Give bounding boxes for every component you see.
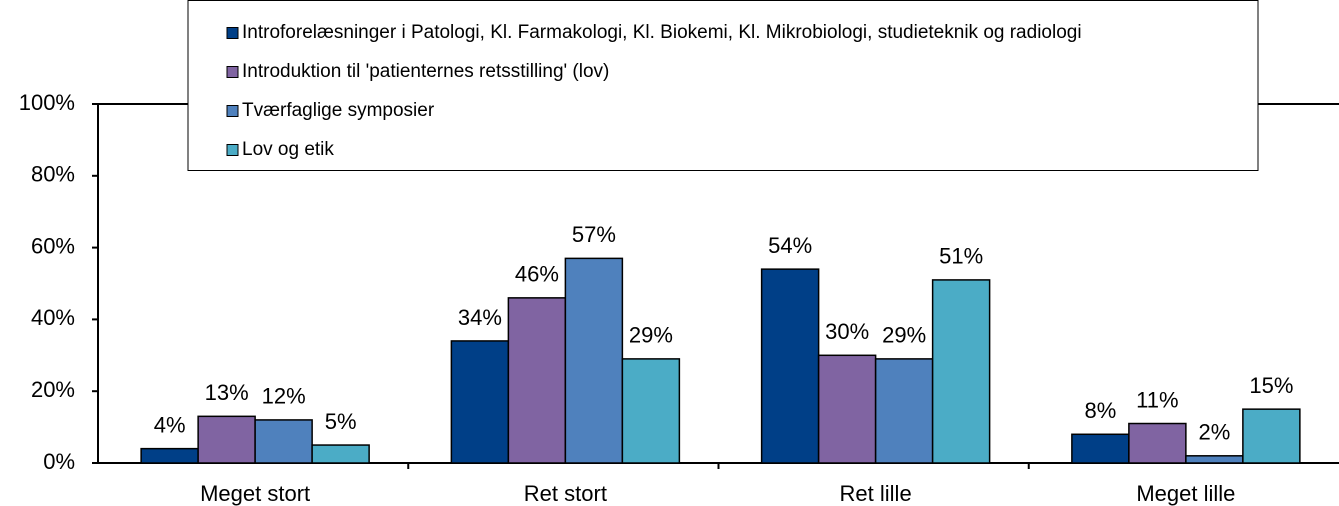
legend-label: Tværfaglige symposier <box>242 100 435 121</box>
y-tick-label: 80% <box>31 162 75 187</box>
y-tick-label: 40% <box>31 305 75 330</box>
y-tick-label: 20% <box>31 377 75 402</box>
value-label: 15% <box>1249 373 1293 398</box>
value-label: 54% <box>768 233 812 258</box>
legend-label: Introforelæsninger i Patologi, Kl. Farma… <box>242 22 1082 43</box>
x-tick-label: Ret stort <box>524 481 607 506</box>
value-label: 12% <box>262 384 306 409</box>
value-label: 57% <box>572 222 616 247</box>
value-label: 13% <box>205 380 249 405</box>
y-tick-label: 60% <box>31 233 75 258</box>
legend-label: Introduktion til 'patienternes retsstill… <box>242 61 609 82</box>
legend-box <box>187 0 1259 171</box>
bar <box>450 340 510 464</box>
bar <box>254 419 313 464</box>
bar <box>874 358 934 464</box>
legend-swatch <box>226 66 239 78</box>
bar <box>311 444 370 464</box>
bar <box>1128 422 1187 464</box>
y-tick-label: 100% <box>19 90 75 115</box>
value-label: 11% <box>1136 387 1178 412</box>
legend-swatch <box>226 27 239 39</box>
value-label: 5% <box>325 409 357 434</box>
legend-label: Lov og etik <box>242 139 334 160</box>
value-label: 2% <box>1198 420 1230 445</box>
value-label: 34% <box>458 305 502 330</box>
value-label: 30% <box>825 319 869 344</box>
x-tick-label: Ret lille <box>840 481 912 506</box>
x-tick-label: Meget lille <box>1136 481 1235 506</box>
value-label: 29% <box>882 323 926 348</box>
value-label: 4% <box>154 412 186 437</box>
bar <box>760 268 820 464</box>
legend-swatch <box>226 105 239 117</box>
x-tick-label: Meget stort <box>200 481 310 506</box>
bar <box>817 354 877 464</box>
bar <box>564 257 624 464</box>
value-label: 8% <box>1084 398 1116 423</box>
bar <box>140 447 199 464</box>
value-label: 29% <box>629 323 673 348</box>
value-label: 46% <box>515 262 559 287</box>
legend-swatch <box>226 144 239 156</box>
bar <box>1185 455 1244 464</box>
bar <box>1071 433 1130 464</box>
bar <box>197 415 256 464</box>
bar <box>621 358 681 464</box>
bar <box>1242 408 1301 464</box>
bar <box>931 279 991 464</box>
y-tick-label: 0% <box>43 449 75 474</box>
bar <box>507 297 567 464</box>
value-label: 51% <box>939 244 983 269</box>
